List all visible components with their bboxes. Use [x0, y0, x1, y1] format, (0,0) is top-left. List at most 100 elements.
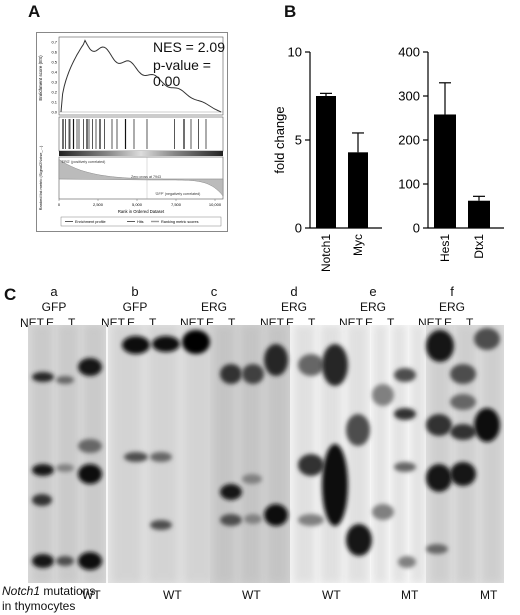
gel-band [398, 556, 416, 568]
gel-band [244, 514, 262, 524]
fold-change-charts: fold change 0 5 10 Notch1 Myc 0 100 200 300 400 H… [272, 45, 504, 272]
enrichment-yticks: 0.7 0.6 0.5 0.4 0.3 0.2 0.1 0.0 [51, 40, 57, 115]
mutation-status: MT [480, 588, 498, 602]
group-letter: c [210, 284, 218, 299]
lane-smear [240, 325, 262, 583]
lane-label: T [68, 316, 76, 330]
gel-band [242, 474, 262, 484]
bar-notch1 [316, 96, 336, 228]
lane-smear [456, 325, 476, 583]
gel-band [346, 414, 370, 446]
mutation-label: Notch1 mutations [2, 584, 96, 598]
legend-ranking-metric: Ranking metric scores [161, 220, 199, 224]
lane-smear [430, 325, 450, 583]
group-condition: ERG [359, 300, 386, 314]
group-letter: f [450, 284, 454, 299]
gsea-xlabel: Rank in Ordered Dataset [118, 209, 165, 214]
bar-dtx1 [468, 200, 490, 228]
gel-band [322, 444, 348, 526]
es-tick-label: 0.0 [51, 110, 57, 115]
group-letter: d [290, 284, 298, 299]
gsea-svg: 0.7 0.6 0.5 0.4 0.3 0.2 0.1 0.0 Enrichment scor… [38, 36, 224, 227]
lane-label: T [466, 316, 474, 330]
gel-band [182, 330, 210, 354]
gel-band [56, 556, 74, 566]
gel-band [264, 344, 288, 376]
group-condition: GFP [122, 300, 148, 314]
es-tick-label: 0.6 [51, 50, 57, 55]
category-label: Myc [351, 234, 365, 256]
gel-band [426, 330, 454, 362]
lane-label: E [286, 316, 295, 330]
panel-label-b: B [284, 2, 297, 21]
lane-smear [58, 325, 78, 583]
es-tick-label: 0.2 [51, 90, 57, 95]
gsea-xtick-label: 2,500 [93, 202, 104, 207]
mutation-status: WT [163, 588, 182, 602]
gel-band [56, 376, 74, 384]
gel-band [242, 364, 264, 384]
es-tick-label: 0.7 [51, 40, 57, 45]
lane-label: T [149, 316, 157, 330]
gel-band [346, 524, 372, 556]
hits-frame [58, 116, 224, 152]
gel-image [28, 325, 504, 583]
group-condition: ERG [438, 300, 465, 314]
gel-band [78, 552, 102, 570]
gel-band [150, 520, 172, 530]
gel-band [124, 452, 148, 462]
legend-hits: Hits [137, 220, 144, 224]
lane-smear [374, 325, 387, 583]
gel-band [372, 504, 394, 520]
bar-myc [348, 152, 368, 228]
gel-band [394, 462, 416, 472]
group-condition: GFP [41, 300, 67, 314]
mutation-status: WT [82, 588, 101, 602]
gel-band [450, 424, 476, 440]
bar-hes1 [434, 114, 456, 228]
pos-correlated-label: 'ERG' (positively correlated) [61, 160, 105, 164]
gel-band [56, 464, 74, 472]
y-tick-label: 10 [288, 45, 302, 60]
nes-value: NES = 2.09 [153, 39, 225, 55]
gsea-legend [60, 216, 222, 227]
enrichment-ylabel: Enrichment score (ES) [38, 55, 43, 101]
gsea-xtick-label: 5,000 [132, 202, 143, 207]
gel-band [264, 504, 288, 526]
es-tick-label: 0.1 [51, 100, 57, 105]
gel-band [122, 336, 150, 354]
mutation-status: WT [322, 588, 341, 602]
lane-label: E [206, 316, 215, 330]
lane-label: E [46, 316, 55, 330]
neg-correlated-label: 'GFP' (negatively correlated) [155, 192, 200, 196]
gel-band [220, 514, 242, 526]
gsea-xtick-label: 7,500 [171, 202, 182, 207]
gel-band [78, 464, 102, 484]
gel-band [450, 394, 476, 410]
chart-ylabel: fold change [272, 106, 287, 173]
metric-curve [58, 159, 224, 197]
panel-label-a: A [28, 2, 41, 21]
mutation-status: WT [242, 588, 261, 602]
lane-label: E [444, 316, 453, 330]
y-tick-label: 400 [398, 45, 420, 60]
y-tick-label: 100 [398, 177, 420, 192]
lane-smear [411, 325, 424, 583]
gel-band [426, 464, 452, 492]
category-label: Hes1 [438, 234, 452, 262]
gel-band [450, 462, 476, 486]
gel-band [220, 364, 242, 384]
gel-band [32, 494, 52, 506]
group-condition: ERG [200, 300, 227, 314]
gel-band [426, 414, 452, 436]
rank-gradient-band [59, 151, 223, 156]
gsea-xticks: 0 2,500 5,000 7,500 10,000 [58, 199, 222, 207]
gel-band [426, 544, 448, 554]
es-tick-label: 0.3 [51, 80, 57, 85]
category-label: Dtx1 [472, 234, 486, 259]
y-tick-label: 0 [295, 221, 302, 236]
gel-band [32, 372, 54, 382]
lane-label: T [387, 316, 395, 330]
gel-panel-e [370, 325, 426, 583]
gel-band [152, 336, 180, 352]
